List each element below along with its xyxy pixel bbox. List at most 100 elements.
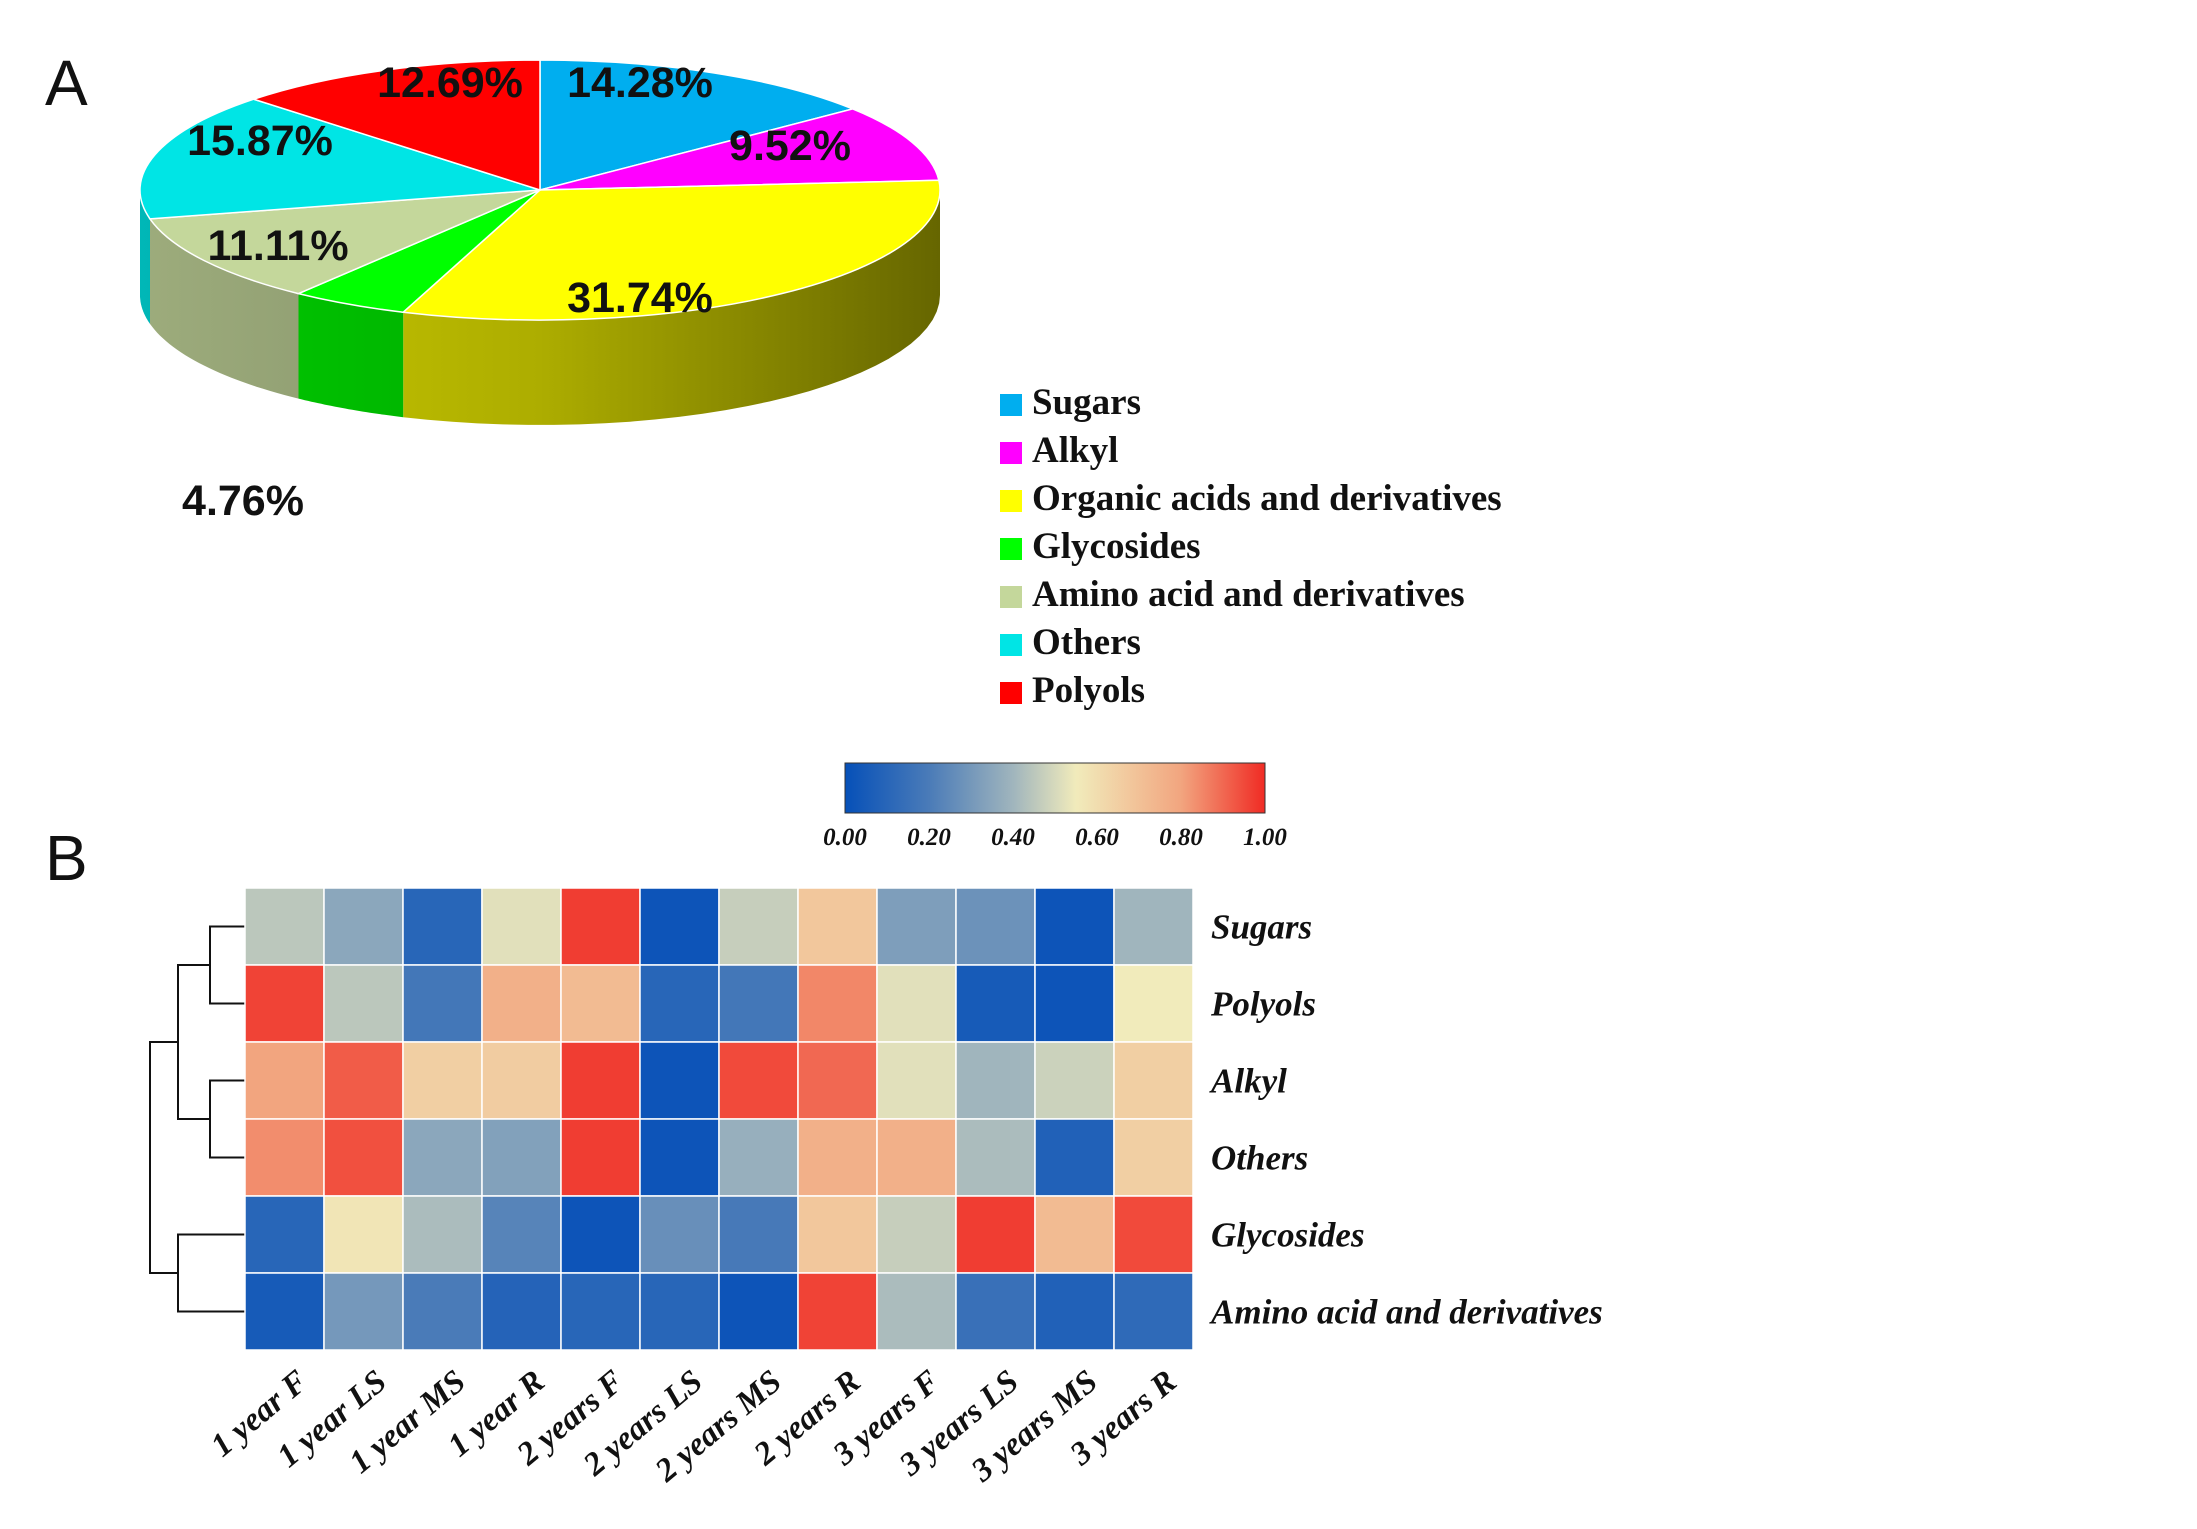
heatmap-cell-glycosides-3-years-f	[876, 1195, 957, 1274]
heatmap-cell-others-3-years-ms	[1034, 1118, 1115, 1197]
row-label-alkyl: Alkyl	[1209, 1062, 1287, 1101]
legend-swatch-glycosides	[1000, 538, 1022, 560]
heatmap-cell-amino-acid-and-derivatives-3-years-ms	[1034, 1272, 1115, 1351]
pie-legend: Sugars Alkyl Organic acids and derivatives…	[1000, 382, 1502, 711]
heatmap-cell-amino-acid-and-derivatives-1-year-ls	[323, 1272, 404, 1351]
pie-slice-others	[139, 98, 541, 220]
heatmap-cell-others-3-years-f	[876, 1118, 957, 1197]
legend-label-others: Others	[1032, 622, 1141, 663]
legend-swatch-sugars	[1000, 394, 1022, 416]
heatmap-cell-sugars-3-years-ms	[1034, 887, 1115, 966]
heatmap-cell-amino-acid-and-derivatives-1-year-f	[244, 1272, 325, 1351]
pie-label-sugars: 14.28%	[567, 59, 713, 107]
heatmap-cell-sugars-1-year-ls	[323, 887, 404, 966]
heatmap-cell-polyols-1-year-r	[481, 964, 562, 1043]
colorbar-tick: 0.60	[1075, 824, 1119, 851]
heatmap-cell-sugars-2-years-f	[560, 887, 641, 966]
heatmap-cell-sugars-2-years-ms	[718, 887, 799, 966]
dendro-branch-glycosides-amino	[177, 1233, 245, 1313]
legend-label-polyols: Polyols	[1032, 670, 1145, 711]
pie-label-others: 15.87%	[187, 117, 333, 165]
heatmap-cell-alkyl-2-years-f	[560, 1041, 641, 1120]
pie-side-amino-acid-and-derivatives	[150, 218, 299, 399]
pie-side-organic-acids-and-derivatives	[403, 190, 940, 425]
pie-labels: 14.28% 9.52% 31.74% 4.76% 11.11% 15.87% 12.69%	[182, 59, 851, 525]
heatmap-cell-sugars-1-year-ms	[402, 887, 483, 966]
heatmap-column-labels: 1 year F1 year LS1 year MS1 year R2 year…	[204, 1364, 1183, 1490]
heatmap-cell-glycosides-2-years-f	[560, 1195, 641, 1274]
heatmap-cell-sugars-2-years-ls	[639, 887, 720, 966]
dendro-branch-top-cluster	[177, 964, 210, 1120]
heatmap-row-labels: Sugars Polyols Alkyl Others Glycosides Amino …	[1209, 908, 1603, 1332]
legend-swatch-amino-acid-and-derivatives	[1000, 586, 1022, 608]
pie-side-glycosides	[298, 293, 404, 418]
heatmap-cell-amino-acid-and-derivatives-1-year-ms	[402, 1272, 483, 1351]
heatmap-cell-amino-acid-and-derivatives-3-years-r	[1113, 1272, 1194, 1351]
heatmap-cell-polyols-3-years-ms	[1034, 964, 1115, 1043]
heatmap-cell-amino-acid-and-derivatives-1-year-r	[481, 1272, 562, 1351]
heatmap-cell-polyols-2-years-ms	[718, 964, 799, 1043]
pie-label-organic-acids-and-derivatives: 31.74%	[567, 274, 713, 322]
heatmap-cell-polyols-2-years-f	[560, 964, 641, 1043]
row-label-polyols: Polyols	[1210, 985, 1316, 1024]
legend-label-sugars: Sugars	[1032, 382, 1141, 423]
heatmap-cell-alkyl-2-years-ms	[718, 1041, 799, 1120]
colorbar-tick: 0.40	[991, 824, 1035, 851]
colorbar-tick: 0.20	[907, 824, 951, 851]
heatmap-cell-glycosides-1-year-r	[481, 1195, 562, 1274]
colorbar-gradient	[844, 762, 1266, 814]
heatmap-cell-glycosides-3-years-r	[1113, 1195, 1194, 1274]
pie-label-polyols: 12.69%	[377, 59, 523, 107]
colorbar: 0.00 0.20 0.40 0.60 0.80 1.00	[823, 762, 1287, 851]
heatmap-cell-glycosides-3-years-ls	[955, 1195, 1036, 1274]
heatmap-cell-polyols-3-years-ls	[955, 964, 1036, 1043]
heatmap-cell-glycosides-2-years-ms	[718, 1195, 799, 1274]
pie-side-walls	[140, 190, 940, 425]
pie-slice-organic-acids-and-derivatives	[401, 179, 941, 321]
heatmap-cell-polyols-1-year-ls	[323, 964, 404, 1043]
colorbar-tick: 0.00	[823, 824, 867, 851]
heatmap-cell-polyols-2-years-r	[797, 964, 878, 1043]
heatmap-cell-glycosides-1-year-f	[244, 1195, 325, 1274]
heatmap-cell-amino-acid-and-derivatives-3-years-ls	[955, 1272, 1036, 1351]
dendro-root	[149, 1041, 178, 1274]
heatmap-cell-alkyl-3-years-ms	[1034, 1041, 1115, 1120]
heatmap-cell-others-1-year-ls	[323, 1118, 404, 1197]
panel-label-b: B	[45, 822, 88, 894]
heatmap-cell-sugars-3-years-ls	[955, 887, 1036, 966]
pie-slice-sugars	[539, 59, 856, 191]
heatmap-cell-others-3-years-r	[1113, 1118, 1194, 1197]
heatmap-cell-alkyl-2-years-r	[797, 1041, 878, 1120]
dendro-branch-sugars-polyols	[209, 925, 245, 1005]
pie-side-others	[140, 190, 150, 324]
heatmap-cell-sugars-2-years-r	[797, 887, 878, 966]
legend-label-organic-acids-and-derivatives: Organic acids and derivatives	[1032, 478, 1502, 519]
heatmap-cell-others-1-year-r	[481, 1118, 562, 1197]
heatmap-cell-alkyl-3-years-ls	[955, 1041, 1036, 1120]
heatmap-cell-others-2-years-f	[560, 1118, 641, 1197]
row-label-others: Others	[1211, 1139, 1308, 1178]
heatmap-cell-polyols-3-years-r	[1113, 964, 1194, 1043]
heatmap-cell-glycosides-1-year-ms	[402, 1195, 483, 1274]
heatmap-cell-sugars-3-years-r	[1113, 887, 1194, 966]
heatmap-cell-polyols-2-years-ls	[639, 964, 720, 1043]
heatmap-cell-alkyl-3-years-f	[876, 1041, 957, 1120]
row-label-amino-acid-and-derivatives: Amino acid and derivatives	[1209, 1293, 1603, 1332]
pie-slice-amino-acid-and-derivatives	[148, 189, 541, 295]
heatmap-cell-others-2-years-ls	[639, 1118, 720, 1197]
colorbar-tick: 1.00	[1243, 824, 1287, 851]
legend-swatch-alkyl	[1000, 442, 1022, 464]
panel-label-a: A	[45, 47, 88, 119]
heatmap-cell-others-2-years-ms	[718, 1118, 799, 1197]
legend-swatch-others	[1000, 634, 1022, 656]
heatmap-cell-amino-acid-and-derivatives-2-years-ls	[639, 1272, 720, 1351]
heatmap-cell-polyols-1-year-f	[244, 964, 325, 1043]
heatmap-cell-alkyl-3-years-r	[1113, 1041, 1194, 1120]
heatmap-cell-amino-acid-and-derivatives-3-years-f	[876, 1272, 957, 1351]
heatmap-cell-glycosides-3-years-ms	[1034, 1195, 1115, 1274]
pie-label-amino-acid-and-derivatives: 11.11%	[207, 222, 348, 270]
pie-label-glycosides: 4.76%	[182, 477, 304, 525]
heatmap-cell-others-1-year-ms	[402, 1118, 483, 1197]
pie-slice-alkyl	[539, 108, 940, 191]
